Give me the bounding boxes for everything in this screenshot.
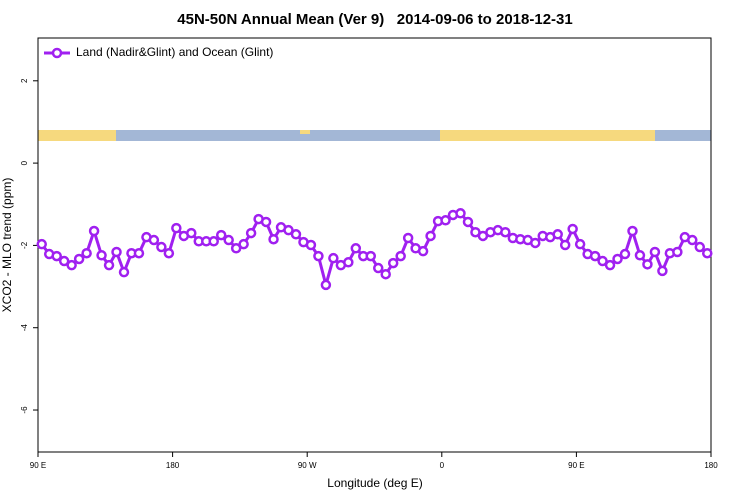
point	[604, 259, 616, 271]
point	[567, 223, 578, 235]
point	[283, 224, 294, 236]
point	[58, 255, 70, 267]
land-strip	[300, 130, 310, 134]
point	[260, 216, 272, 228]
ocean-strip	[38, 130, 711, 141]
point	[627, 225, 638, 237]
x-tick-label: 90 W	[298, 461, 317, 470]
point	[649, 246, 661, 258]
legend-marker	[51, 47, 63, 59]
point	[230, 243, 242, 254]
point	[559, 239, 571, 251]
point	[657, 265, 668, 277]
point	[425, 230, 436, 242]
point	[88, 225, 100, 237]
point	[148, 234, 160, 246]
point	[186, 227, 197, 239]
point	[66, 259, 77, 271]
y-tick-label: -2	[20, 241, 29, 249]
point	[589, 250, 601, 262]
point	[500, 226, 511, 238]
point	[417, 245, 429, 257]
y-tick-label: 2	[20, 78, 29, 83]
x-tick-label: 0	[440, 461, 445, 470]
point	[597, 255, 608, 267]
point	[687, 234, 698, 246]
point	[111, 246, 122, 258]
point	[96, 250, 107, 261]
point	[245, 227, 257, 239]
point	[163, 247, 175, 259]
point	[305, 239, 317, 251]
point	[36, 238, 47, 250]
point	[51, 250, 62, 262]
land-strip	[440, 130, 655, 141]
y-tick-label: -4	[20, 324, 29, 332]
chart-title: 45N-50N Annual Mean (Ver 9) 2014-09-06 t…	[177, 11, 572, 28]
point	[552, 229, 563, 240]
point	[118, 266, 130, 278]
point	[223, 234, 234, 246]
y-tick-label: -6	[20, 406, 29, 414]
point	[290, 229, 302, 240]
point	[634, 250, 646, 261]
point	[387, 257, 399, 269]
x-tick-label: 90 E	[30, 461, 46, 470]
point	[702, 247, 713, 259]
point	[156, 241, 167, 253]
legend-label: Land (Nadir&Glint) and Ocean (Glint)	[76, 45, 273, 59]
point	[343, 257, 354, 268]
point	[313, 250, 324, 262]
point	[73, 253, 85, 265]
point	[642, 259, 653, 270]
point	[462, 216, 474, 228]
point	[395, 250, 406, 262]
point	[215, 229, 227, 241]
x-axis-label: Longitude (deg E)	[327, 476, 422, 490]
point	[380, 268, 391, 280]
y-tick-label: 0	[20, 160, 29, 165]
point	[171, 222, 182, 234]
point	[530, 237, 541, 249]
land-strip	[38, 130, 116, 141]
point	[619, 248, 631, 260]
x-tick-label: 180	[166, 461, 180, 470]
x-tick-label: 90 E	[568, 461, 584, 470]
point	[372, 262, 384, 274]
point	[350, 243, 362, 254]
point	[81, 247, 92, 259]
point	[208, 236, 219, 247]
point	[268, 233, 279, 245]
point	[133, 247, 145, 259]
point	[455, 208, 466, 219]
point	[103, 259, 115, 271]
point	[402, 232, 414, 244]
point	[365, 250, 377, 262]
x-tick-label: 180	[704, 461, 718, 470]
point	[320, 279, 332, 291]
point	[612, 253, 623, 265]
point	[238, 238, 249, 250]
point	[440, 215, 451, 226]
y-axis-label: XCO2 - MLO trend (ppm)	[0, 178, 14, 313]
point	[328, 252, 339, 264]
point	[672, 246, 683, 258]
point	[574, 238, 586, 250]
map-strip	[38, 130, 711, 141]
point	[694, 241, 706, 253]
